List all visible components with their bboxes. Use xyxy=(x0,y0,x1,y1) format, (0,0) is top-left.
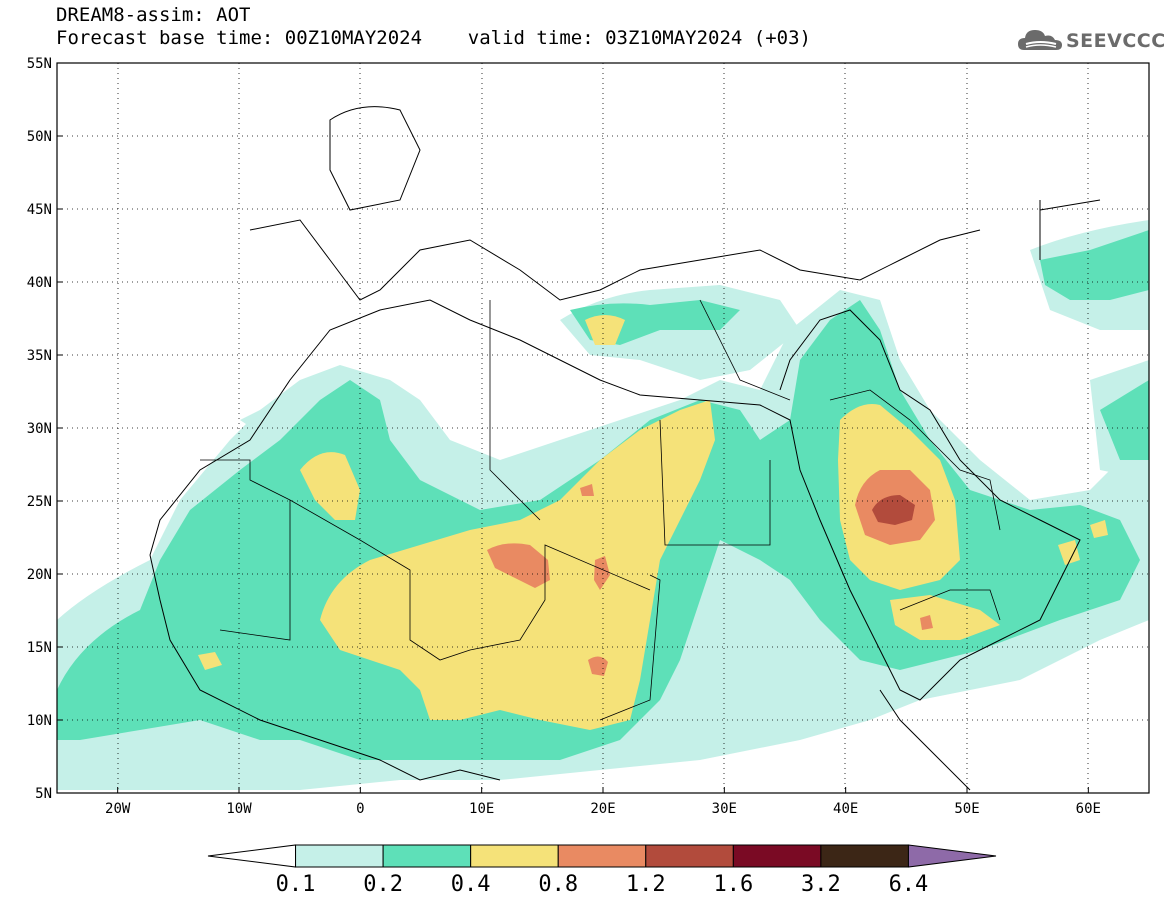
lat-label: 45N xyxy=(27,202,52,218)
colorbar-label: 0.8 xyxy=(538,872,578,897)
coastlines xyxy=(149,106,1101,791)
colorbar-swatch xyxy=(732,844,822,868)
lon-label: 10E xyxy=(469,801,494,817)
colorbar-label: 0.2 xyxy=(363,872,403,897)
longitude-axis: 20W 10W 0 10E 20E 30E 40E 50E 60E xyxy=(105,787,1101,817)
gridlines xyxy=(57,63,1149,793)
lat-label: 15N xyxy=(27,640,52,656)
colorbar-swatch xyxy=(295,844,384,868)
lon-label: 60E xyxy=(1076,801,1101,817)
lat-label: 10N xyxy=(27,713,52,729)
colorbar-label: 0.4 xyxy=(451,872,491,897)
seevccc-logo: SEEVCCC xyxy=(1016,24,1165,56)
lat-label: 20N xyxy=(27,567,52,583)
colorbar-swatch xyxy=(645,844,734,868)
lat-label: 50N xyxy=(27,129,52,145)
logo-text: SEEVCCC xyxy=(1066,30,1165,52)
colorbar-swatch xyxy=(557,844,647,868)
colorbar-swatch xyxy=(207,844,297,868)
lon-label: 30E xyxy=(712,801,737,817)
colorbar-swatch xyxy=(470,844,559,868)
colorbar-label: 0.1 xyxy=(276,872,316,897)
colorbar xyxy=(207,844,997,868)
lat-label: 25N xyxy=(27,494,52,510)
aot-level-08 xyxy=(487,470,935,676)
colorbar-swatch xyxy=(382,844,472,868)
lon-label: 50E xyxy=(954,801,979,817)
lat-label: 35N xyxy=(27,348,52,364)
aot-level-12 xyxy=(872,495,915,525)
lat-label: 40N xyxy=(27,275,52,291)
colorbar-label: 6.4 xyxy=(889,872,929,897)
colorbar-label: 3.2 xyxy=(801,872,841,897)
lon-label: 20W xyxy=(105,801,131,817)
lat-label: 55N xyxy=(27,56,52,72)
country-borders xyxy=(200,299,1001,721)
colorbar-labels: 0.1 0.2 0.4 0.8 1.2 1.6 3.2 6.4 xyxy=(276,872,929,897)
latitude-axis: 55N 50N 45N 40N 35N 30N 25N 20N 15N 10N 5N xyxy=(27,56,63,802)
lat-label: 30N xyxy=(27,421,52,437)
colorbar-swatch xyxy=(820,844,909,868)
lat-label: 5N xyxy=(35,786,52,802)
colorbar-label: 1.2 xyxy=(626,872,666,897)
lon-label: 40E xyxy=(833,801,858,817)
lon-label: 10W xyxy=(226,801,252,817)
colorbar-swatch xyxy=(907,844,997,868)
lon-label: 0 xyxy=(356,801,364,817)
colorbar-label: 1.6 xyxy=(713,872,753,897)
map-title: DREAM8-assim: AOT xyxy=(56,4,251,26)
lon-label: 20E xyxy=(590,801,615,817)
cloud-icon xyxy=(1018,30,1062,50)
forecast-time-line: Forecast base time: 00Z10MAY2024 valid t… xyxy=(56,27,811,49)
